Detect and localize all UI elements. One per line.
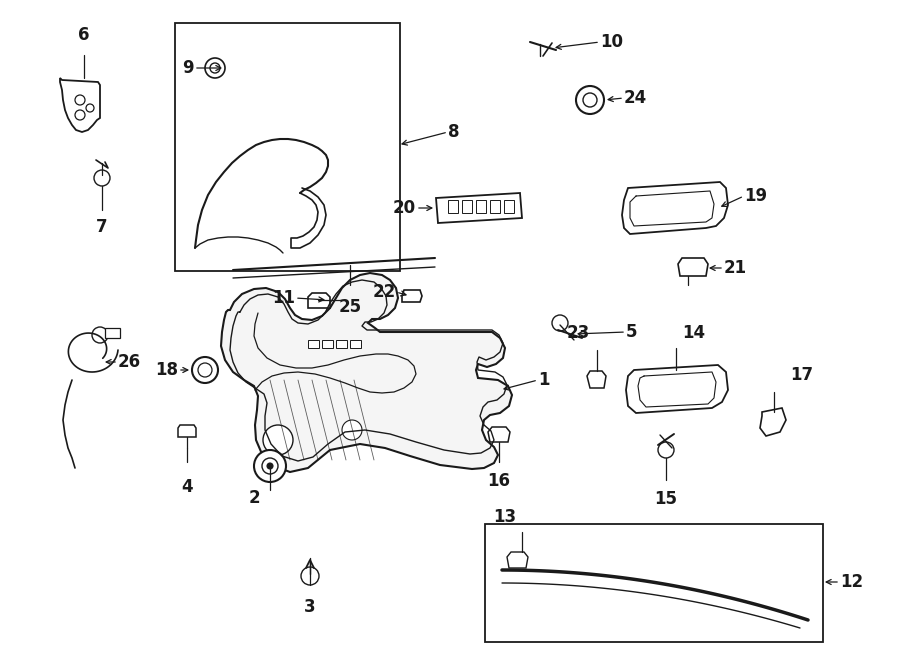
Circle shape — [552, 315, 568, 331]
Circle shape — [92, 327, 108, 343]
Circle shape — [301, 567, 319, 585]
Text: 23: 23 — [567, 324, 590, 342]
Circle shape — [267, 463, 273, 469]
Polygon shape — [488, 427, 510, 442]
Bar — [105, 328, 120, 338]
Polygon shape — [476, 200, 486, 213]
Text: 21: 21 — [724, 259, 747, 277]
Circle shape — [192, 357, 218, 383]
Text: 24: 24 — [624, 89, 647, 107]
Circle shape — [262, 458, 278, 474]
Text: 2: 2 — [248, 489, 260, 507]
Circle shape — [210, 63, 220, 73]
Text: 12: 12 — [840, 573, 863, 591]
Circle shape — [658, 442, 674, 458]
Polygon shape — [436, 193, 522, 223]
Circle shape — [75, 95, 85, 105]
Text: 13: 13 — [493, 508, 516, 526]
Polygon shape — [507, 552, 528, 568]
Polygon shape — [760, 408, 786, 436]
Text: 10: 10 — [600, 33, 623, 51]
Polygon shape — [221, 273, 512, 472]
Text: 7: 7 — [96, 218, 108, 236]
Text: 20: 20 — [393, 199, 416, 217]
Polygon shape — [490, 200, 500, 213]
Text: 6: 6 — [78, 26, 90, 44]
Polygon shape — [178, 425, 196, 437]
Text: 5: 5 — [626, 323, 637, 341]
Bar — [322, 340, 333, 348]
Text: 16: 16 — [488, 472, 510, 490]
Circle shape — [94, 170, 110, 186]
Text: 25: 25 — [338, 298, 362, 316]
Bar — [485, 524, 823, 642]
Polygon shape — [587, 371, 606, 388]
Polygon shape — [678, 258, 708, 276]
Circle shape — [576, 86, 604, 114]
Polygon shape — [462, 200, 472, 213]
Circle shape — [86, 104, 94, 112]
Text: 9: 9 — [183, 59, 194, 77]
Polygon shape — [448, 200, 458, 213]
Text: 15: 15 — [654, 490, 678, 508]
Text: 14: 14 — [682, 324, 706, 342]
Bar — [350, 340, 361, 348]
Circle shape — [198, 363, 212, 377]
Polygon shape — [622, 182, 728, 234]
Text: 18: 18 — [155, 361, 178, 379]
Text: 17: 17 — [790, 366, 813, 384]
Polygon shape — [60, 78, 100, 132]
Polygon shape — [626, 365, 728, 413]
Bar — [308, 340, 319, 348]
Text: 22: 22 — [373, 283, 396, 301]
Bar — [336, 340, 347, 348]
Text: 8: 8 — [448, 123, 460, 141]
Text: 26: 26 — [118, 353, 141, 371]
Polygon shape — [308, 293, 330, 308]
Circle shape — [75, 110, 85, 120]
Bar — [175, 23, 400, 271]
Text: 3: 3 — [304, 598, 316, 616]
Text: 4: 4 — [181, 478, 193, 496]
Circle shape — [583, 93, 597, 107]
Polygon shape — [504, 200, 514, 213]
Circle shape — [342, 420, 362, 440]
Circle shape — [254, 450, 286, 482]
Text: 19: 19 — [744, 187, 767, 205]
Circle shape — [263, 425, 293, 455]
Text: 1: 1 — [538, 371, 550, 389]
Text: 11: 11 — [272, 289, 295, 307]
Polygon shape — [402, 290, 422, 302]
Circle shape — [205, 58, 225, 78]
